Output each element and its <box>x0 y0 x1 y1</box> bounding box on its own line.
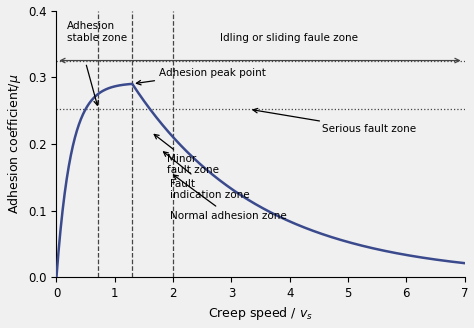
Text: Minor
fault zone: Minor fault zone <box>154 134 219 175</box>
Y-axis label: Adhesion coefficient/$\mu$: Adhesion coefficient/$\mu$ <box>6 73 23 214</box>
Text: Serious fault zone: Serious fault zone <box>253 109 416 134</box>
Text: Idling or sliding faule zone: Idling or sliding faule zone <box>220 32 358 43</box>
Text: Adhesion peak point: Adhesion peak point <box>137 68 265 85</box>
X-axis label: Creep speed / $v_s$: Creep speed / $v_s$ <box>208 305 313 322</box>
Text: Normal adhesion zone: Normal adhesion zone <box>170 175 287 220</box>
Text: Adhesion
stable zone: Adhesion stable zone <box>67 21 127 43</box>
Text: Fault
indication zone: Fault indication zone <box>164 152 250 200</box>
